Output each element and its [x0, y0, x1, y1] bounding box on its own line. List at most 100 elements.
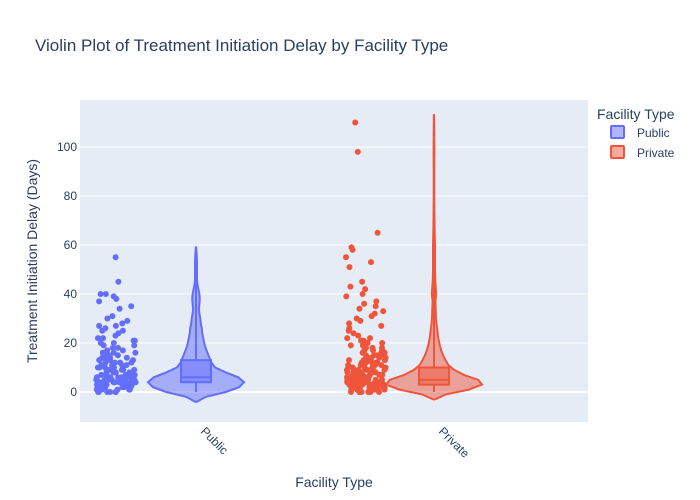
data-point-private — [370, 347, 377, 354]
data-point-public — [94, 364, 101, 371]
data-point-private — [343, 293, 350, 300]
box-public — [180, 359, 212, 384]
data-point-private — [355, 332, 362, 339]
data-point-private — [346, 320, 353, 327]
data-point-public — [116, 305, 123, 312]
grid-lines — [80, 146, 588, 393]
data-point-private — [348, 389, 354, 395]
data-point-public — [119, 384, 126, 391]
data-point-private — [358, 389, 365, 395]
x-tick-label: Private — [436, 424, 473, 461]
data-point-public — [128, 359, 135, 366]
data-point-private — [346, 264, 353, 271]
data-point-public — [112, 254, 119, 261]
data-point-private — [379, 340, 386, 346]
data-point-public — [126, 386, 133, 393]
data-point-public — [115, 374, 122, 381]
data-point-public — [104, 315, 111, 322]
data-point-private — [358, 337, 365, 344]
legend-item-private[interactable]: Private — [610, 145, 675, 160]
y-tick-label: 60 — [64, 238, 78, 252]
data-point-private — [378, 322, 385, 329]
legend-label-private: Private — [637, 146, 675, 160]
data-point-public — [122, 376, 129, 383]
data-point-public — [104, 347, 111, 354]
data-point-public — [110, 340, 117, 346]
y-tick-label: 20 — [64, 336, 78, 350]
data-point-public — [107, 389, 114, 395]
box-private — [418, 366, 450, 386]
data-point-private — [376, 389, 382, 395]
data-point-public — [97, 291, 104, 297]
data-point-public — [132, 349, 139, 356]
chart-title: Violin Plot of Treatment Initiation Dela… — [35, 36, 448, 55]
data-point-public — [95, 335, 101, 342]
data-point-private — [344, 335, 351, 342]
data-point-private — [344, 369, 351, 376]
data-point-private — [381, 357, 388, 364]
data-point-public — [100, 335, 106, 342]
data-point-public — [115, 344, 121, 351]
data-point-private — [373, 298, 380, 305]
y-axis-title: Treatment Initiation Delay (Days) — [24, 159, 40, 363]
data-point-public — [112, 322, 119, 329]
data-point-private — [346, 357, 352, 364]
x-axis-title: Facility Type — [295, 474, 373, 490]
data-point-private — [350, 330, 357, 337]
data-point-public — [107, 357, 113, 364]
data-point-private — [347, 342, 354, 349]
data-point-public — [128, 303, 135, 310]
data-point-private — [372, 303, 379, 310]
data-point-private — [381, 366, 388, 373]
data-point-public — [110, 369, 117, 376]
legend-label-public: Public — [637, 126, 670, 140]
data-point-public — [131, 366, 138, 373]
legend: Facility Type Public Private — [597, 106, 675, 160]
x-tick-label: Public — [198, 424, 231, 457]
data-point-public — [109, 344, 116, 351]
data-point-public — [100, 342, 107, 349]
y-tick-label: 80 — [64, 189, 78, 203]
data-point-private — [352, 119, 359, 126]
data-point-private — [367, 335, 373, 342]
data-point-private — [374, 229, 381, 236]
legend-swatch-public — [610, 125, 625, 139]
legend-title: Facility Type — [597, 106, 675, 122]
data-point-public — [95, 389, 102, 395]
data-point-public — [119, 320, 126, 327]
y-tick-label: 40 — [64, 287, 78, 301]
data-point-public — [131, 337, 138, 344]
y-tick-label: 0 — [70, 385, 77, 399]
data-point-public — [115, 278, 122, 285]
data-point-private — [359, 291, 366, 297]
legend-item-public[interactable]: Public — [610, 125, 670, 140]
data-point-public — [119, 327, 126, 334]
data-point-public — [114, 352, 121, 359]
data-point-public — [112, 389, 119, 395]
y-tick-label: 100 — [57, 140, 77, 154]
data-point-public — [123, 362, 130, 369]
x-tick-labels: Public Private — [198, 424, 473, 461]
data-point-public — [123, 354, 130, 361]
data-point-public — [96, 357, 103, 364]
legend-swatch-private — [610, 145, 625, 159]
data-point-public — [119, 362, 126, 369]
data-point-private — [359, 278, 366, 285]
data-point-private — [370, 364, 377, 371]
data-point-public — [99, 327, 106, 334]
data-point-private — [361, 300, 368, 307]
data-point-public — [96, 322, 103, 329]
data-point-private — [349, 246, 356, 253]
data-point-public — [118, 366, 125, 373]
data-point-private — [378, 371, 385, 378]
data-point-private — [368, 313, 375, 320]
data-point-public — [112, 332, 119, 339]
data-point-private — [363, 366, 370, 373]
data-point-private — [354, 148, 361, 155]
data-point-public — [109, 313, 116, 320]
data-point-private — [362, 286, 369, 293]
plot-background — [80, 100, 588, 422]
series-layer — [93, 114, 484, 403]
data-point-private — [368, 259, 374, 266]
data-point-private — [345, 327, 352, 334]
